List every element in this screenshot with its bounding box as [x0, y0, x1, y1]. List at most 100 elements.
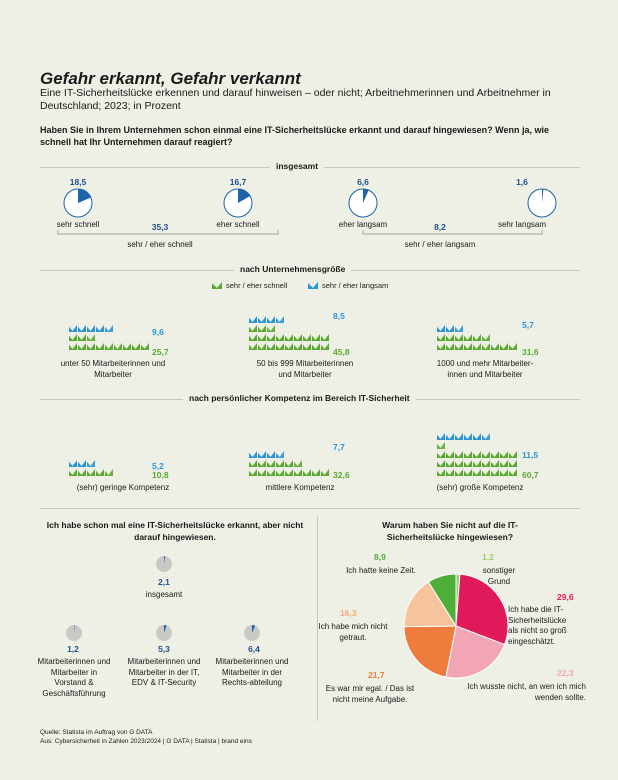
comp-3-fast-icon	[509, 469, 517, 476]
size-2-fast-icon	[294, 343, 302, 350]
value-not-reported-1: 1,2	[67, 644, 79, 654]
comp-2-fast-icon	[249, 469, 257, 476]
subtitle: Eine IT-Sicherheitslücke erkennen und da…	[40, 87, 551, 112]
comp-3-fast-icon	[437, 451, 445, 458]
label-size-2: 50 bis 999 Mitarbeiterinnen und Mitarbei…	[256, 359, 354, 379]
label-reason-time: Ich hatte keine Zeit.	[346, 566, 416, 575]
comp-2-fast-icon	[258, 469, 266, 476]
value-comp-3-fast: 60,7	[522, 470, 539, 480]
size-1-fast-icon	[96, 343, 104, 350]
size-2-fast-icon	[258, 334, 266, 341]
reasons-slice-3	[445, 625, 506, 679]
label-comp-1: (sehr) geringe Kompetenz	[76, 483, 170, 492]
section-overall: insgesamt	[270, 161, 325, 171]
comp-3-fast-icon	[491, 469, 499, 476]
size-1-fast-icon	[69, 334, 77, 341]
size-1-fast-icon	[132, 343, 140, 350]
value-size-2-fast: 45,8	[333, 347, 350, 357]
comp-2-slow-icon	[249, 451, 257, 458]
comp-2-slow-icon	[267, 451, 275, 458]
label-reason-whom: Ich wusste nicht, an wen ich mich wenden…	[467, 682, 586, 702]
label-sehr-schnell: sehr schnell	[56, 220, 100, 229]
size-1-fast-icon	[78, 343, 86, 350]
comp-3-slow-icon	[446, 433, 454, 440]
label-eher-langsam: eher langsam	[338, 220, 388, 229]
size-2-fast-icon	[321, 343, 329, 350]
size-3-fast-icon	[473, 334, 481, 341]
comp-2-fast-icon	[258, 460, 266, 467]
label-group-slow: sehr / eher langsam	[404, 240, 476, 249]
size-2-slow-icon	[267, 316, 275, 323]
size-1-slow-icon	[69, 325, 77, 332]
group-brackets	[57, 230, 543, 235]
size-1-fast-icon	[87, 343, 95, 350]
not-reported-pies	[66, 556, 260, 641]
size-2-fast-icon	[312, 334, 320, 341]
comp-3-fast-icon	[500, 460, 508, 467]
comp-2-fast-icon	[267, 460, 275, 467]
size-1-fast-icon	[123, 343, 131, 350]
comp-2-fast-icon	[294, 469, 302, 476]
comp-3-fast-icon	[455, 451, 463, 458]
value-reason-egal: 21,7	[368, 670, 385, 680]
size-3-fast-icon	[455, 334, 463, 341]
size-3-fast-icon	[446, 343, 454, 350]
size-2-fast-icon	[258, 325, 266, 332]
size-1-fast-icon	[114, 343, 122, 350]
value-comp-1-fast: 10,8	[152, 470, 169, 480]
comp-3-fast-icon	[473, 460, 481, 467]
size-3-fast-icon	[482, 334, 490, 341]
pie-overall-2	[223, 188, 253, 218]
comp-3-fast-icon	[509, 451, 517, 458]
question: Haben Sie in Ihrem Unternehmen schon ein…	[40, 125, 549, 147]
comp-2-fast-icon	[249, 460, 257, 467]
comp-2-slow-icon	[258, 451, 266, 458]
size-2-slow-icon	[258, 316, 266, 323]
label-not-reported-2: Mitarbeiterinnen und Mitarbeiter in der …	[127, 657, 201, 687]
size-3-fast-icon	[446, 334, 454, 341]
size-3-fast-icon	[464, 334, 472, 341]
comp-3-fast-icon	[500, 451, 508, 458]
reasons-pie	[403, 573, 509, 679]
pie-overall-1	[63, 188, 93, 218]
value-not-reported-total: 2,1	[158, 577, 170, 587]
source: Quelle: Statista im Auftrag von G DATA	[40, 729, 153, 736]
pie-not-reported-2	[156, 625, 172, 641]
pie-not-reported-1-slice	[74, 625, 75, 633]
legend-fast-icon	[212, 282, 222, 289]
pie-overall-2-slice	[238, 189, 251, 203]
comp-2-fast-icon	[285, 460, 293, 467]
comp-1-fast-icon	[105, 469, 113, 476]
comp-2-fast-icon	[285, 469, 293, 476]
reasons-slice-2	[455, 573, 509, 646]
size-2-fast-icon	[249, 343, 257, 350]
comp-3-fast-icon	[464, 469, 472, 476]
comp-3-slow-icon	[437, 433, 445, 440]
size-2-slow-icon	[276, 316, 284, 323]
size-1-slow-icon	[96, 325, 104, 332]
size-icon-chart	[69, 316, 517, 350]
value-size-2-slow: 8,5	[333, 311, 345, 321]
comp-2-fast-icon	[267, 469, 275, 476]
label-size-3: 1000 und mehr Mitarbeiter-innen und Mita…	[436, 359, 534, 379]
value-comp-1-slow: 5,2	[152, 461, 164, 471]
value-sehr-langsam: 1,6	[516, 177, 528, 187]
comp-3-fast-icon	[455, 460, 463, 467]
value-group-slow: 8,2	[434, 222, 446, 232]
comp-3-fast-icon	[455, 469, 463, 476]
size-2-fast-icon	[303, 343, 311, 350]
value-not-reported-2: 5,3	[158, 644, 170, 654]
label-not-reported-1: Mitarbeiterinnen und Mitarbeiter in Vors…	[37, 657, 111, 698]
size-3-slow-icon	[446, 325, 454, 332]
comp-1-slow-icon	[87, 460, 95, 467]
size-3-slow-icon	[455, 325, 463, 332]
comp-3-fast-icon	[482, 469, 490, 476]
comp-3-fast-icon	[446, 451, 454, 458]
size-2-fast-icon	[267, 325, 275, 332]
size-2-fast-icon	[276, 343, 284, 350]
comp-2-fast-icon	[303, 469, 311, 476]
comp-2-slow-icon	[276, 451, 284, 458]
comp-2-fast-icon	[276, 460, 284, 467]
comp-2-fast-icon	[294, 460, 302, 467]
size-2-fast-icon	[249, 325, 257, 332]
